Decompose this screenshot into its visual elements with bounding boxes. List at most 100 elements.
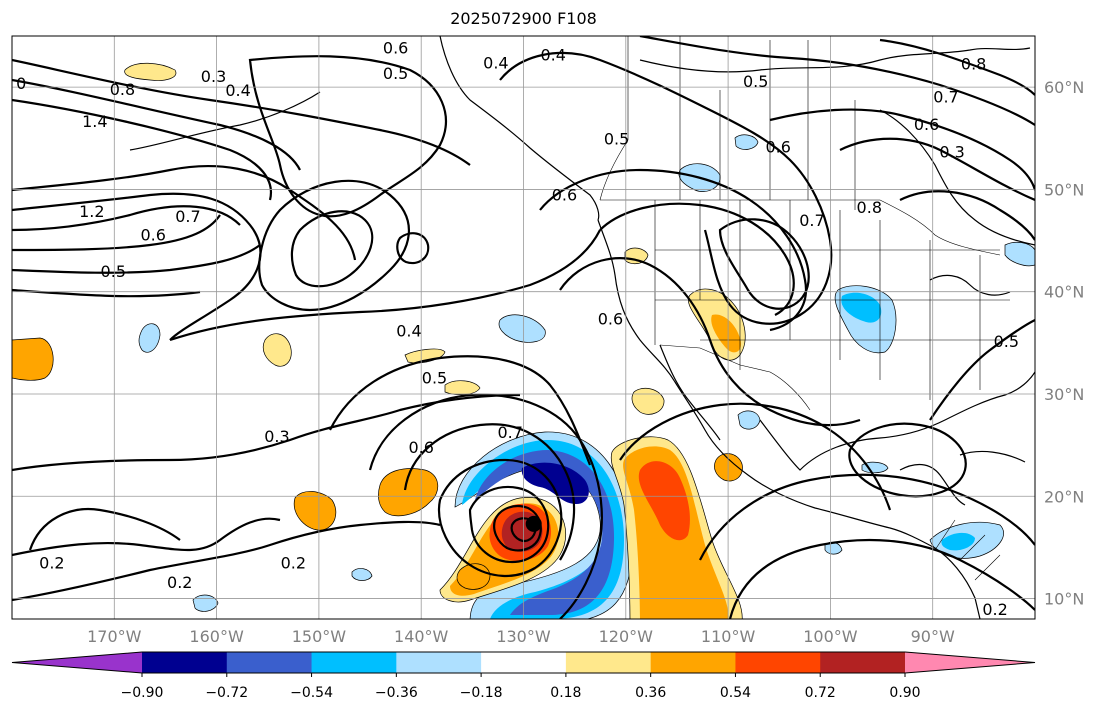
contour-label: 0.5 — [604, 129, 629, 148]
map-title: 2025072900 F108 — [450, 9, 597, 28]
coastline-hudson — [879, 109, 1035, 246]
warm-blob-hawaii — [293, 491, 337, 531]
x-tick-label: 120°W — [599, 627, 654, 646]
contour-jet-8 — [12, 244, 261, 274]
coastline-greatlakes — [929, 274, 1011, 296]
colorbar-segment — [565, 652, 652, 673]
cold-blob-hudson — [734, 134, 759, 150]
contour-na-3 — [699, 473, 1035, 561]
y-tick-label: 30°N — [1044, 385, 1084, 404]
colorbar-segment — [226, 652, 313, 673]
colorbar-segment — [820, 652, 906, 673]
contour-east-4 — [718, 218, 810, 310]
y-axis-ticks: 60°N 50°N 40°N 30°N 20°N 10°N — [1044, 78, 1084, 608]
contour-label: 0.5 — [101, 262, 126, 281]
contour-label: 0.4 — [396, 322, 421, 341]
contour-mid-1 — [169, 229, 601, 342]
colorbar-tick-label: 0.90 — [889, 685, 920, 701]
coastline-alaska — [439, 36, 600, 221]
colorbar-segment — [650, 652, 736, 673]
border-alaska-canada — [599, 36, 629, 201]
warm-gulf-orange — [711, 314, 742, 353]
x-axis-ticks: 170°W 160°W 150°W 140°W 130°W 120°W 110°W 100°W… — [87, 627, 955, 646]
contour-label: 0.6 — [140, 225, 165, 244]
coastline-arctic — [639, 47, 1031, 73]
coastline-cuba — [959, 450, 1026, 463]
contour-label: 0.7 — [175, 207, 200, 226]
x-tick-label: 130°W — [496, 627, 551, 646]
contour-label: 0.3 — [201, 67, 226, 86]
cold-blob-offshore — [498, 314, 546, 343]
colorbar-tick-label: −0.36 — [375, 685, 418, 701]
contour-jet-5 — [12, 192, 262, 341]
contour-label: 0.3 — [264, 427, 289, 446]
y-tick-label: 20°N — [1044, 487, 1084, 506]
contour-label: 0.6 — [914, 115, 939, 134]
coastline-na-west — [597, 219, 981, 619]
contour-label: 0.5 — [743, 72, 768, 91]
border-us-mexico — [659, 344, 811, 411]
y-tick-label: 50°N — [1044, 180, 1084, 199]
contour-label: 0.2 — [982, 600, 1007, 619]
storm-center-marker — [525, 515, 542, 532]
contour-label: 0 — [16, 74, 26, 93]
contour-south-1 — [12, 517, 281, 557]
colorbar-segment — [396, 652, 482, 673]
colorbar-tick-label: 0.18 — [550, 685, 581, 701]
contour-label: 0.6 — [598, 309, 623, 328]
contour-low-1 — [258, 179, 410, 312]
contour-east-1 — [499, 51, 833, 325]
colorbar-segment — [481, 652, 567, 673]
colorbar-segment — [12, 652, 142, 673]
colorbar-tick-label: 0.72 — [805, 685, 836, 701]
warm-blob-stripe-n — [631, 387, 665, 415]
coastline-yucatan — [899, 464, 966, 506]
contour-labels: 0.60.50.40.30.40.801.41.2 0.70.60.50.40.5… — [16, 38, 1019, 619]
warm-blob-arctic — [124, 62, 177, 81]
contour-label: 0.2 — [39, 554, 64, 573]
cold-blob-small-a — [351, 568, 373, 581]
contour-label: 0.2 — [167, 573, 192, 592]
contour-storm-2 — [403, 423, 576, 561]
contour-label: 0.7 — [497, 423, 522, 442]
contour-ne-4 — [899, 190, 1035, 241]
gridlines — [12, 36, 1035, 619]
x-tick-label: 90°W — [911, 627, 955, 646]
warm-blob-west — [12, 337, 54, 381]
contour-mid-3 — [329, 355, 592, 466]
contour-label: 0.3 — [939, 143, 964, 162]
contour-gulf-low — [848, 422, 967, 498]
warm-blob-central — [262, 333, 292, 367]
coastlines — [129, 36, 1035, 619]
contour-ne-3 — [839, 137, 1035, 202]
colorbar-segment — [905, 652, 1035, 673]
contour-label: 0.8 — [110, 80, 135, 99]
contour-na-1 — [559, 257, 861, 427]
colorbar-tick-label: 0.36 — [635, 685, 666, 701]
contour-label: 0.2 — [281, 554, 306, 573]
map-frame — [11, 35, 1036, 620]
colorbar-tick-label: −0.18 — [460, 685, 503, 701]
warm-stripe-red — [638, 461, 690, 541]
contour-label: 0.6 — [383, 38, 408, 57]
contour-label: 1.4 — [82, 112, 107, 131]
contour-jet-4 — [12, 164, 357, 261]
x-tick-label: 150°W — [292, 627, 347, 646]
y-tick-label: 10°N — [1044, 590, 1084, 609]
x-tick-label: 170°W — [87, 627, 142, 646]
border-central-america — [934, 519, 1001, 581]
contour-label: 0.6 — [552, 186, 577, 205]
x-tick-label: 160°W — [189, 627, 244, 646]
contours — [12, 36, 1035, 619]
coastline-gulf — [759, 371, 1035, 471]
contour-label: 0.6 — [408, 438, 433, 457]
colorbar-tick-label: −0.90 — [121, 685, 164, 701]
contour-label: 0.6 — [766, 137, 791, 156]
contour-jet-1 — [12, 58, 471, 166]
contour-label: 0.4 — [225, 81, 250, 100]
borders — [599, 36, 1010, 581]
contour-ne-2 — [769, 108, 1035, 191]
contour-storm-5 — [493, 504, 542, 552]
y-tick-label: 40°N — [1044, 283, 1084, 302]
coastline-baja — [659, 344, 721, 441]
